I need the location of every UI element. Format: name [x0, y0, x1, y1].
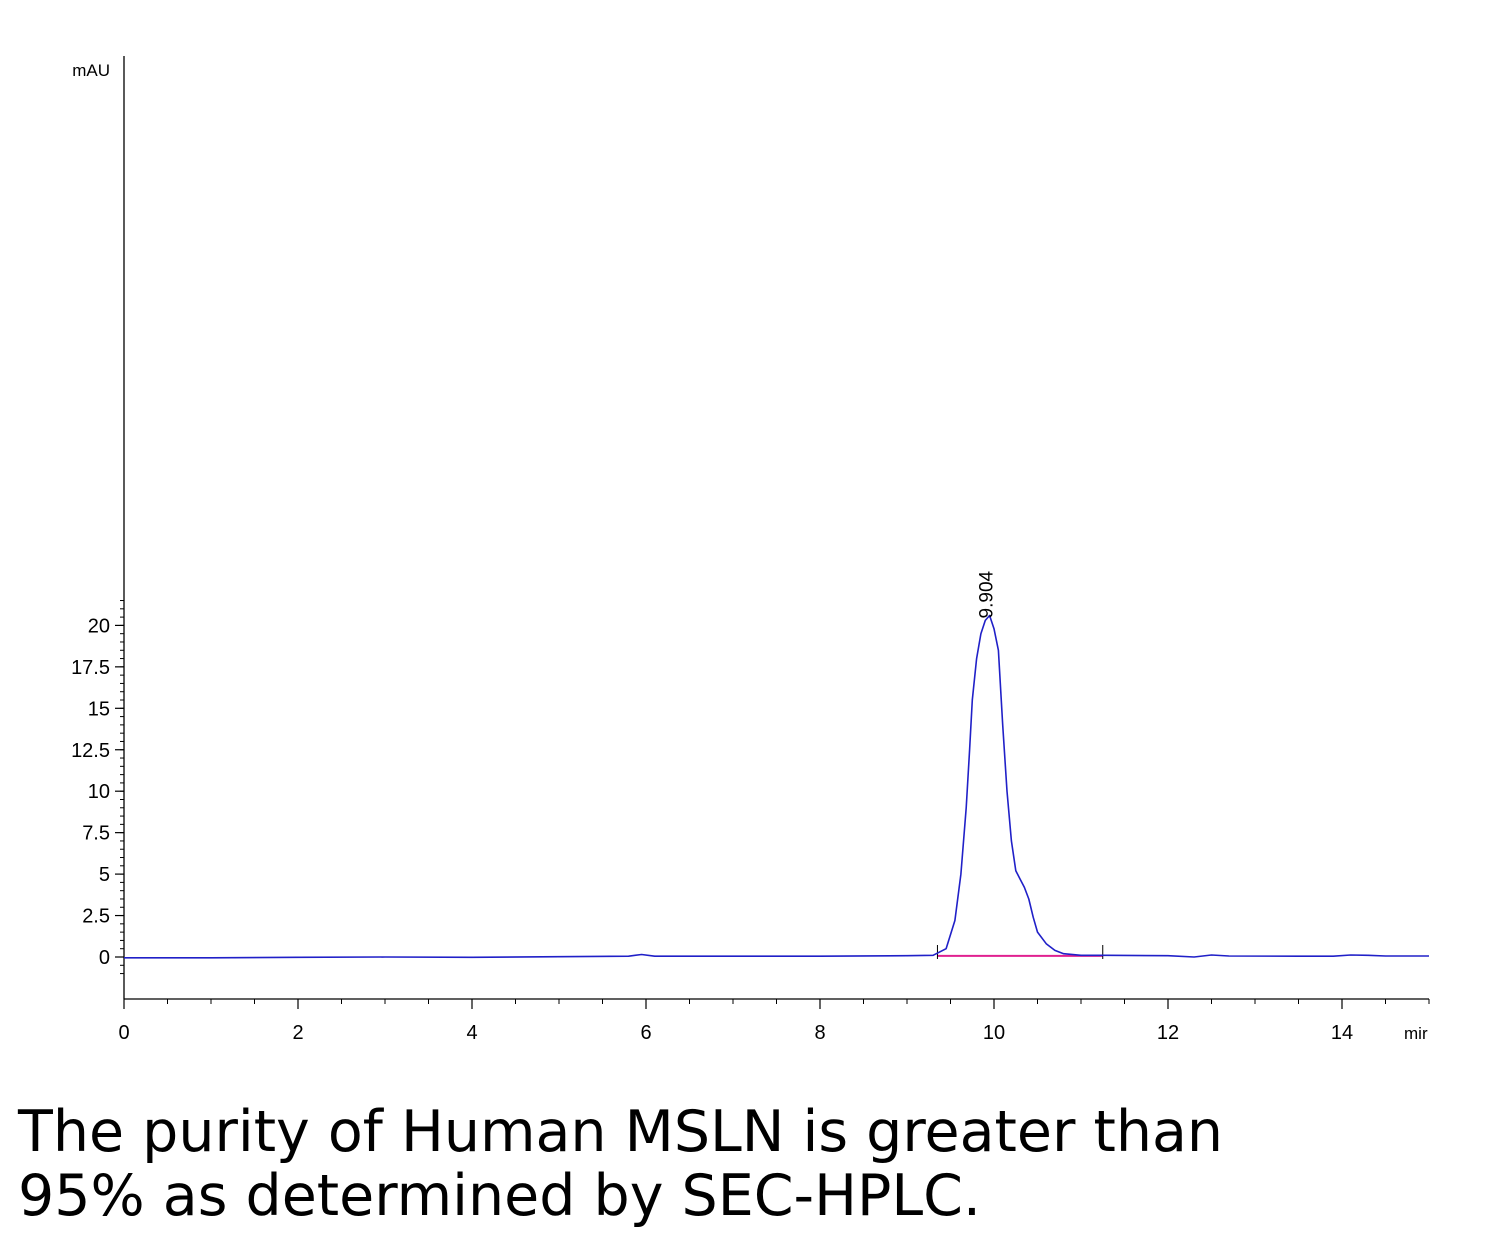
y-tick-label: 7.5 — [82, 823, 110, 845]
y-tick-label: 2.5 — [82, 906, 110, 928]
y-tick-label: 10 — [88, 781, 110, 803]
chromatogram-trace — [124, 614, 1429, 959]
y-tick-label: 12.5 — [71, 740, 110, 762]
x-tick-label: 10 — [983, 1022, 1005, 1044]
x-tick-label: 14 — [1331, 1022, 1353, 1044]
peak-retention-label: 9.904 — [977, 570, 998, 618]
purity-caption: The purity of Human MSLN is greater than… — [18, 1100, 1458, 1228]
caption-line-2: 95% as determined by SEC-HPLC. — [18, 1163, 982, 1229]
caption-line-1: The purity of Human MSLN is greater than — [18, 1099, 1224, 1165]
y-tick-label: 17.5 — [71, 657, 110, 679]
x-tick-label: 6 — [640, 1022, 651, 1044]
y-tick-label: 5 — [99, 864, 110, 886]
y-axis-label: mAU — [72, 61, 110, 80]
chart-axes — [123, 56, 1429, 1000]
x-tick-label: 8 — [814, 1022, 825, 1044]
chart-plot-area: 9.904 — [124, 570, 1429, 959]
x-tick-label: 4 — [466, 1022, 477, 1044]
x-tick-label: 12 — [1157, 1022, 1179, 1044]
y-tick-label: 0 — [99, 947, 110, 969]
x-tick-label: 2 — [292, 1022, 303, 1044]
chart-ticks: 0 2.5 5 7.5 10 12.5 15 17.5 20 0 2 4 6 8 10 12 14 — [71, 600, 1430, 1044]
x-tick-label: 0 — [118, 1022, 129, 1044]
y-tick-label: 15 — [88, 698, 110, 720]
x-axis-label: mir — [1404, 1024, 1428, 1043]
y-tick-label: 20 — [88, 615, 110, 637]
